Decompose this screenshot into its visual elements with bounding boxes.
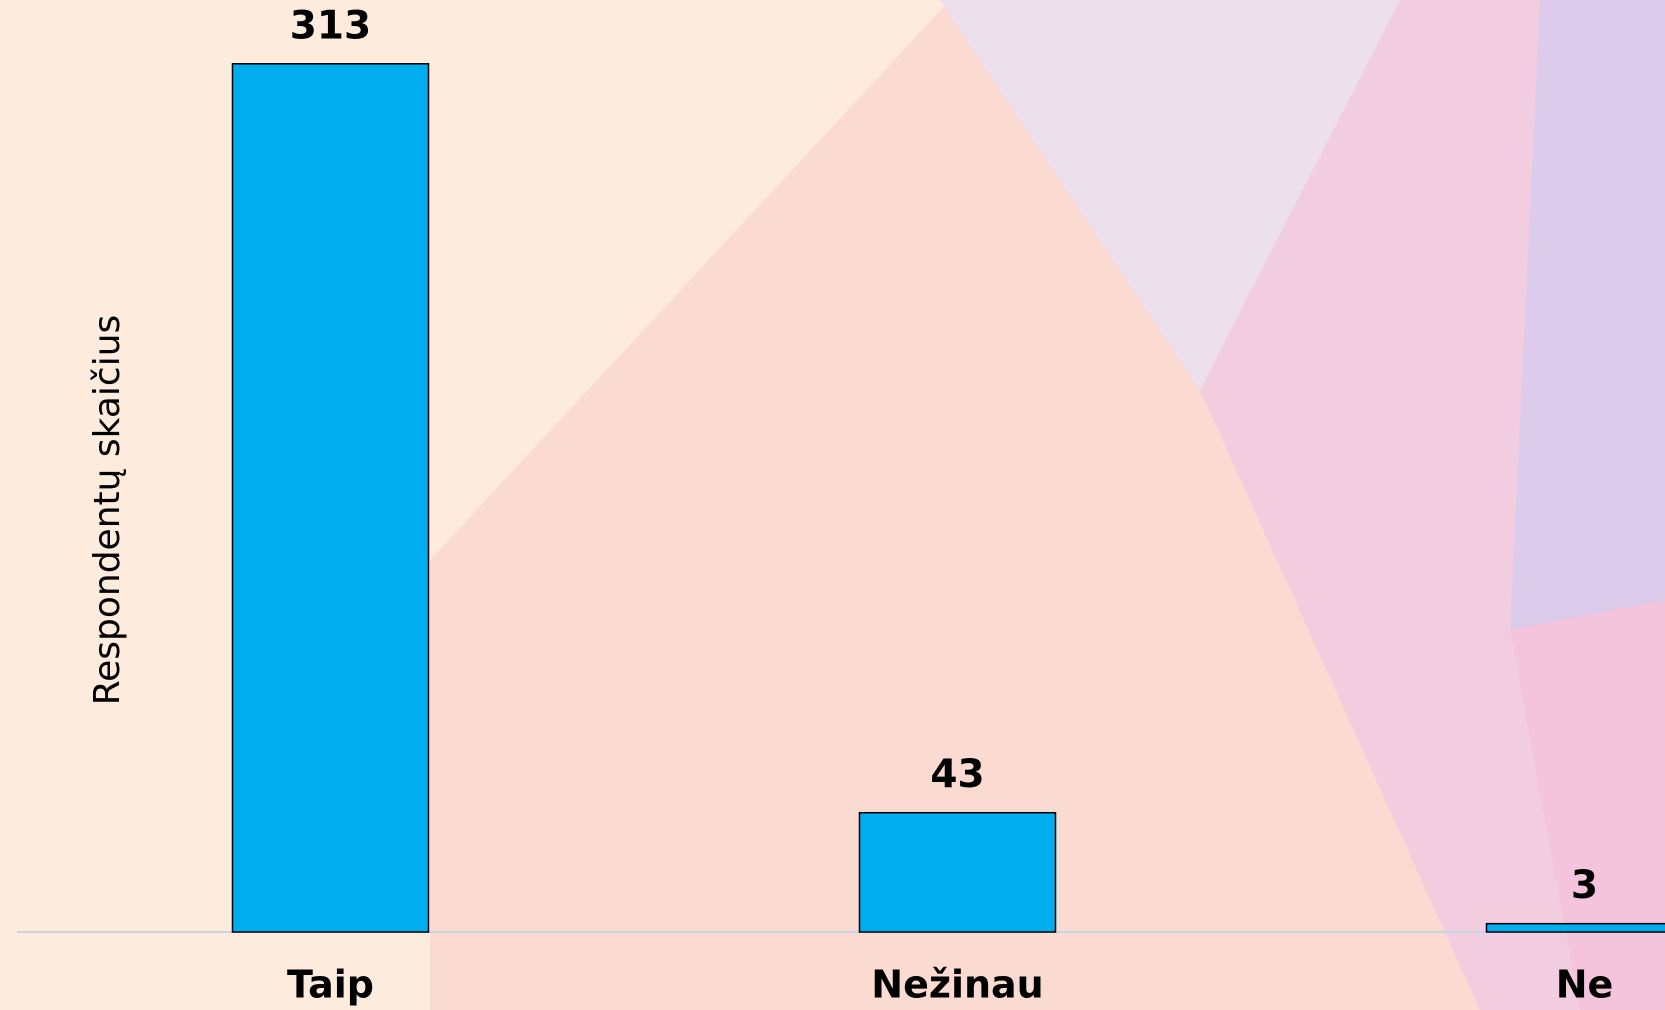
chart: Respondentų skaičius 313 Taip 43 Nežinau 3 Ne: [0, 0, 1665, 1010]
bar: [233, 64, 429, 932]
data-label: 43: [930, 752, 984, 797]
x-tick-label: Nežinau: [871, 963, 1043, 1007]
y-axis-label: Respondentų skaičius: [87, 315, 128, 706]
data-label: 313: [290, 3, 371, 48]
data-label: 3: [1571, 863, 1598, 908]
bar: [860, 813, 1056, 932]
x-tick-label: Taip: [287, 963, 374, 1007]
x-tick-label: Ne: [1556, 963, 1614, 1007]
bar: [1487, 924, 1665, 932]
